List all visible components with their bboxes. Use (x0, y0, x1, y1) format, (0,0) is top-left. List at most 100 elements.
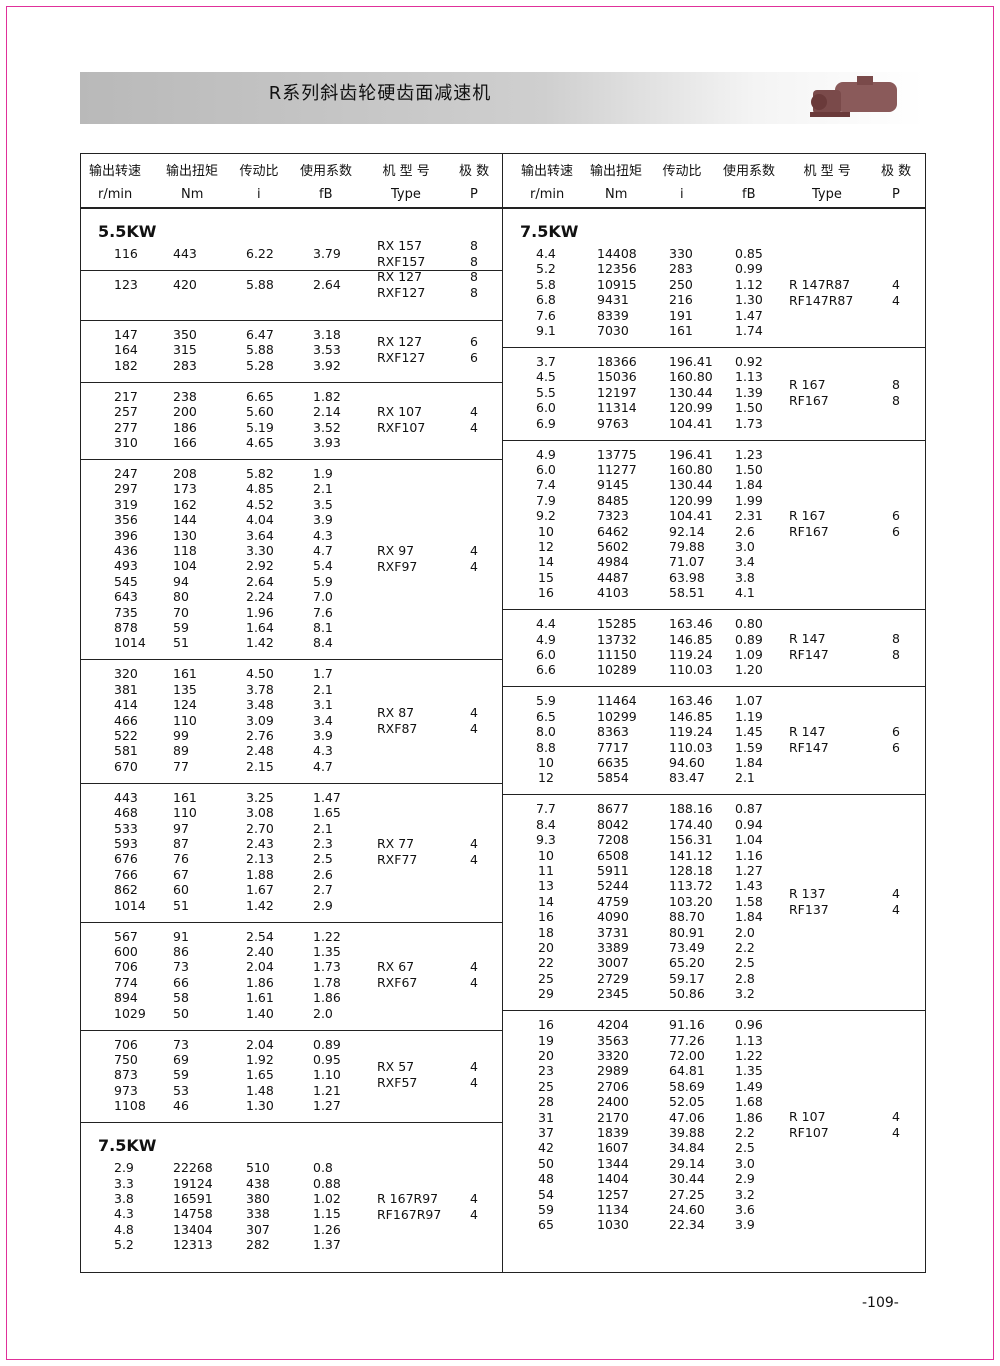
data-cell: 5.8 (536, 276, 556, 292)
pole-count: 4 (892, 901, 900, 917)
data-cell: 30.44 (669, 1171, 705, 1187)
data-cell: 3.8 (114, 1191, 134, 1206)
data-cell: 2706 (597, 1078, 629, 1094)
data-cell: 163.46 (669, 616, 713, 632)
data-cell: 162 (173, 496, 197, 512)
data-cell: 5.4 (313, 558, 333, 574)
data-cell: 6635 (597, 755, 629, 770)
data-cell: 18 (538, 924, 554, 940)
data-cell: 1.86 (313, 990, 341, 1006)
data-cell: 22 (538, 955, 554, 971)
header-banner (80, 72, 925, 124)
data-cell: 16 (538, 585, 554, 601)
data-cell: 8485 (597, 492, 629, 508)
data-cell: 10 (538, 523, 554, 539)
data-cell: 135 (173, 681, 197, 697)
data-cell: 3.25 (246, 789, 274, 805)
column-divider (502, 153, 503, 1272)
data-cell: 1014 (114, 897, 146, 913)
data-cell: 4.7 (313, 758, 333, 774)
data-cell: 2.04 (246, 1036, 274, 1052)
data-cell: 67 (173, 866, 189, 882)
data-cell: 216 (669, 292, 693, 308)
pole-count: 8 (470, 269, 478, 284)
group-rule (80, 659, 502, 660)
data-cell: 1.7 (313, 666, 333, 682)
data-cell: 1.61 (246, 990, 274, 1006)
data-cell: 4204 (597, 1017, 629, 1033)
data-cell: 2.04 (246, 959, 274, 975)
data-cell: 2.5 (735, 1140, 755, 1156)
pole-count: 4 (892, 1125, 900, 1141)
data-cell: 58.69 (669, 1078, 705, 1094)
data-cell: 3.1 (313, 697, 333, 713)
data-cell: 47.06 (669, 1109, 705, 1125)
data-cell: 42 (538, 1140, 554, 1156)
data-cell: 1607 (597, 1140, 629, 1156)
model-type: RXF77 (377, 851, 418, 867)
data-cell: 147 (114, 327, 138, 342)
data-cell: 443 (173, 246, 197, 261)
data-cell: 66 (173, 974, 189, 990)
data-cell: 18366 (597, 354, 637, 369)
data-cell: 200 (173, 404, 197, 420)
data-cell: 91 (173, 928, 189, 944)
data-cell: 2.0 (313, 1005, 333, 1021)
data-cell: 319 (114, 496, 138, 512)
data-cell: 3.9 (313, 512, 333, 528)
data-cell: 53 (173, 1082, 189, 1098)
data-cell: 307 (246, 1221, 270, 1237)
data-cell: 59 (538, 1202, 554, 1217)
pole-count: 8 (470, 238, 478, 253)
data-cell: 1.27 (735, 863, 763, 878)
data-cell: 1.22 (313, 928, 341, 944)
data-cell: 160.80 (669, 462, 713, 477)
data-cell: 1.35 (313, 944, 341, 959)
data-cell: 1.48 (246, 1082, 274, 1098)
data-cell: 25 (538, 970, 554, 986)
data-cell: 2.15 (246, 758, 274, 774)
data-cell: 144 (173, 512, 197, 528)
data-cell: 12313 (173, 1237, 213, 1253)
gear-flange (811, 94, 827, 110)
data-cell: 1.86 (735, 1109, 763, 1125)
data-cell: 5854 (597, 770, 629, 786)
data-cell: 600 (114, 944, 138, 959)
data-cell: 16 (538, 909, 554, 925)
data-cell: 6.22 (246, 246, 274, 261)
data-cell: 3389 (597, 940, 629, 955)
pole-count: 6 (470, 350, 478, 366)
data-cell: 2729 (597, 970, 629, 986)
data-cell: 3.9 (313, 728, 333, 743)
data-cell: 11464 (597, 693, 637, 709)
data-cell: 3007 (597, 955, 629, 971)
data-cell: 3.4 (313, 712, 333, 728)
data-cell: 878 (114, 620, 138, 635)
data-cell: 894 (114, 990, 138, 1006)
data-cell: 4.7 (313, 543, 333, 558)
data-cell: 2.64 (313, 277, 341, 292)
data-cell: 6.9 (536, 415, 556, 431)
data-cell: 58.51 (669, 585, 705, 601)
data-cell: 350 (173, 327, 197, 342)
data-cell: 13 (538, 878, 554, 894)
pole-count: 8 (892, 376, 900, 392)
data-cell: 3320 (597, 1048, 629, 1063)
model-type: RF147 (789, 647, 829, 663)
data-cell: 1.82 (313, 388, 341, 404)
column-unit: Type (812, 187, 842, 202)
data-cell: 9.3 (536, 832, 556, 848)
data-cell: 643 (114, 589, 138, 605)
data-cell: 13404 (173, 1221, 213, 1237)
data-cell: 1.86 (246, 974, 274, 990)
data-cell: 2.3 (313, 836, 333, 851)
data-cell: 12 (538, 770, 554, 786)
data-cell: 196.41 (669, 354, 713, 369)
model-type: RF147 (789, 739, 829, 755)
data-cell: 5.9 (536, 693, 556, 709)
group-rule (502, 609, 925, 610)
data-cell: 113.72 (669, 878, 713, 894)
data-cell: 593 (114, 836, 138, 851)
terminal-box (857, 76, 873, 85)
